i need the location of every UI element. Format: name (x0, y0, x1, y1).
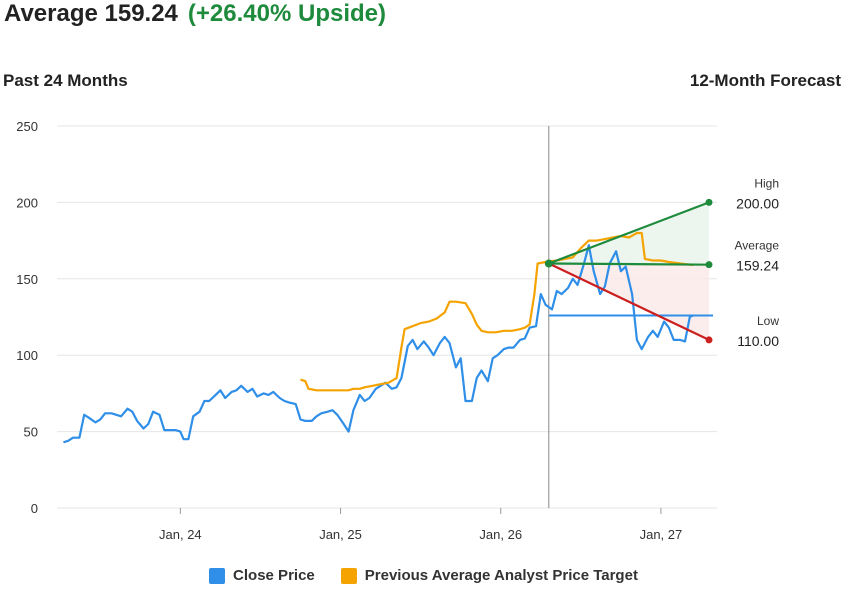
legend: Close Price Previous Average Analyst Pri… (0, 567, 847, 584)
forecast-labels: High 200.00 Average 159.24 Low 110.00 (735, 176, 780, 349)
legend-swatch-close-price (209, 567, 226, 584)
y-tick-label-100: 100 (16, 348, 38, 363)
headline: Average 159.24 (+26.40% Upside) (4, 0, 386, 28)
x-tick-label-3: Jan, 27 (640, 527, 683, 542)
close-price-line (63, 244, 694, 444)
x-tick-label-1: Jan, 25 (319, 527, 362, 542)
y-tick-label-50: 50 (24, 425, 38, 440)
legend-item-close-price[interactable]: Close Price (209, 567, 315, 584)
forecast-value-average: 159.24 (736, 258, 779, 274)
y-axis-ticks: 0 50 100 150 200 250 (16, 119, 38, 516)
forecast-point-average (705, 261, 713, 269)
forecast-label-high: High (754, 176, 779, 190)
forecast-label-low: Low (757, 314, 779, 328)
forecast-line-average (548, 262, 709, 266)
y-tick-label-150: 150 (16, 272, 38, 287)
gridlines (57, 125, 717, 509)
x-axis-ticks: Jan, 24 Jan, 25 Jan, 26 Jan, 27 (159, 508, 682, 542)
y-tick-label-250: 250 (16, 119, 38, 134)
forecast-value-low: 110.00 (737, 333, 779, 349)
y-tick-label-0: 0 (31, 501, 38, 516)
average-headline: Average 159.24 (4, 0, 178, 27)
y-tick-label-200: 200 (16, 195, 38, 210)
x-tick-label-0: Jan, 24 (159, 527, 202, 542)
legend-label-price-target: Previous Average Analyst Price Target (364, 567, 638, 584)
forecast-value-high: 200.00 (736, 195, 779, 211)
forecast-line-low (548, 262, 710, 341)
forecast-period-label: 12-Month Forecast (689, 71, 841, 90)
upside-headline: (+26.40% Upside) (187, 0, 386, 27)
forecast-label-average: Average (735, 239, 780, 253)
legend-label-close-price: Close Price (233, 567, 315, 584)
forecast-area (548, 202, 709, 340)
forecast-line-high (548, 201, 710, 265)
forecast-origin-point (544, 259, 553, 268)
forecast-lines (544, 198, 713, 344)
legend-swatch-price-target (340, 567, 357, 584)
forecast-point-high (705, 198, 713, 206)
forecast-point-low (705, 336, 713, 344)
x-tick-label-2: Jan, 26 (479, 527, 522, 542)
past-period-label: Past 24 Months (3, 71, 128, 90)
legend-item-price-target[interactable]: Previous Average Analyst Price Target (340, 567, 638, 584)
